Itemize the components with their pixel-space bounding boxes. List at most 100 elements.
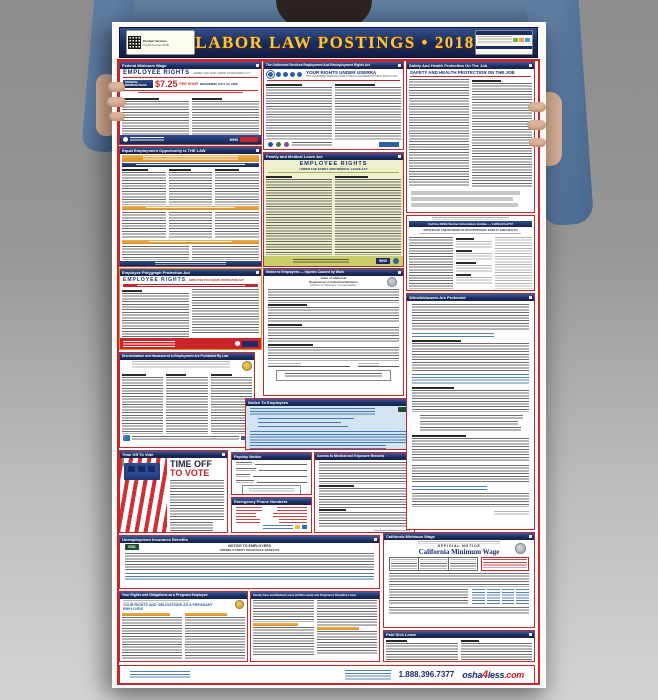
person-right-finger	[527, 120, 546, 130]
text-block	[412, 390, 529, 412]
text-block	[268, 326, 399, 343]
edd-logo-icon	[398, 407, 410, 412]
masthead-brand-box	[474, 30, 533, 55]
text-block	[236, 474, 250, 477]
section-header-label: Family and Medical Leave Act	[266, 154, 323, 159]
person-left-finger	[108, 82, 125, 92]
text-block	[316, 631, 377, 655]
userra-subtitle: THE UNIFORMED SERVICES EMPLOYMENT AND RE…	[306, 75, 398, 78]
fmw-per-hour: PER HOUR	[179, 82, 199, 86]
section-header-label: California Minimum Wage	[386, 534, 435, 539]
text-block	[358, 362, 379, 366]
text-block	[495, 237, 532, 289]
text-block	[266, 179, 332, 255]
injuries-org-1: State of California	[320, 276, 347, 280]
text-block	[449, 563, 477, 569]
text-block	[130, 137, 164, 142]
logo-part: osha	[462, 669, 483, 680]
section-dosh-offices: Call the FREE Worker Information Hotline…	[406, 215, 535, 291]
text-block	[412, 374, 529, 384]
dosh-hotline: Call the FREE Worker Information Hotline…	[409, 221, 532, 227]
text-block	[170, 494, 224, 506]
text-block	[123, 600, 189, 603]
pregnant-title: YOUR RIGHTS AND OBLIGATIONS AS A PREGNAN…	[123, 603, 213, 612]
text-block	[122, 169, 149, 171]
text-block	[477, 36, 512, 44]
section-userra: The Uniformed Services Employment And Re…	[263, 61, 404, 150]
text-block	[268, 346, 399, 361]
text-block	[501, 589, 515, 605]
section-header-label: Time Off To Vote	[122, 452, 154, 457]
text-block	[122, 206, 259, 210]
text-block	[319, 509, 347, 511]
header-mark-icon	[222, 453, 225, 456]
text-block	[420, 563, 447, 569]
section-edd-notice-to-employees: Notice To Employees	[245, 398, 415, 450]
text-block	[455, 253, 493, 261]
section-header-label: Access to Medical and Exposure Records	[317, 454, 385, 458]
section-header-label: Federal Minimum Wage	[122, 63, 167, 68]
polygraph-title: EMPLOYEE RIGHTS	[123, 277, 187, 283]
header-mark-icon	[398, 271, 401, 274]
text-block	[192, 98, 223, 100]
text-block	[123, 340, 175, 347]
text-block	[472, 83, 532, 187]
section-header-label: Payday Notice	[234, 454, 262, 459]
injuries-org-2: Department of Industrial Relations	[308, 279, 358, 284]
text-block	[236, 513, 256, 517]
text-block	[455, 265, 493, 273]
text-block	[319, 462, 410, 484]
person-right-finger	[528, 102, 546, 112]
unemployment-line1: NOTICE TO EMPLOYEES	[228, 544, 271, 548]
userra-badge-icon	[297, 71, 302, 77]
text-block	[455, 262, 477, 264]
person-left-finger	[109, 112, 125, 121]
unemployment-line2: UNEMPLOYMENT INSURANCE BENEFITS	[219, 548, 280, 552]
section-header-label: Paid Sick Leave	[386, 632, 417, 637]
dfeh-logo-icon	[123, 435, 130, 441]
text-block	[292, 258, 349, 264]
state-seal-icon	[515, 543, 526, 554]
text-block	[419, 233, 522, 235]
section-header-label: Whistleblowers Are Protected	[409, 295, 466, 300]
agency-logo-icon	[268, 142, 273, 147]
section-header-label: Emergency Phone Numbers	[234, 499, 288, 504]
text-block	[417, 541, 501, 544]
header-mark-icon	[398, 64, 401, 67]
text-block	[122, 98, 159, 100]
section-cfra-pregnancy-disability-leave: Family Care and Medical Leave (CFRA Leav…	[250, 591, 380, 662]
text-block	[125, 553, 374, 571]
text-block	[412, 493, 529, 507]
text-block	[122, 613, 170, 617]
text-block	[155, 262, 226, 265]
userra-badge-icon	[283, 71, 288, 77]
text-block	[168, 212, 213, 238]
text-block	[335, 176, 368, 178]
vote-flag-graphic	[120, 458, 167, 532]
text-block	[412, 340, 462, 342]
text-block	[487, 589, 500, 605]
text-block	[210, 374, 233, 376]
text-block	[170, 508, 224, 520]
injuries-org-3: Division of Workers' Compensation	[310, 283, 357, 288]
text-block	[248, 488, 295, 492]
fmw-title: EMPLOYEE RIGHTS	[123, 70, 190, 76]
text-block	[258, 426, 348, 429]
poster-red-frame	[117, 59, 540, 685]
text-block	[122, 212, 166, 238]
section-time-off-to-vote: Time Off To Vote TIME OFF TO VOTE	[119, 450, 228, 533]
text-block	[455, 250, 472, 252]
text-block	[391, 559, 418, 562]
text-block	[236, 507, 262, 511]
text-block	[409, 79, 469, 187]
text-block	[250, 431, 410, 443]
vote-headline-2: TO VOTE	[170, 468, 210, 478]
userra-title: YOUR RIGHTS UNDER USERRA	[306, 70, 377, 75]
text-block	[386, 643, 458, 660]
text-block	[420, 415, 523, 419]
text-block	[455, 238, 475, 240]
text-block	[168, 172, 213, 205]
text-block	[412, 438, 529, 462]
text-block	[483, 559, 527, 568]
